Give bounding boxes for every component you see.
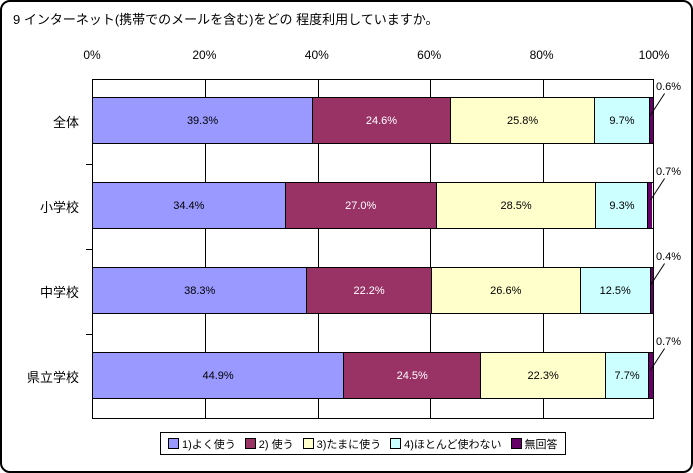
stacked-bar: 39.3% 24.6% 25.8% 9.7%	[92, 97, 654, 144]
legend-label: 無回答	[524, 438, 558, 451]
stacked-bar: 38.3% 22.2% 26.6% 12.5%	[92, 267, 654, 314]
bar-segment-5	[649, 353, 653, 398]
segment-value-label: 22.2%	[353, 284, 385, 297]
x-axis-tick-label: 80%	[529, 48, 554, 62]
bar-segment-2: 24.5%	[344, 353, 482, 398]
stacked-bar: 44.9% 24.5% 22.3% 7.7%	[92, 352, 654, 399]
category-label: 県立学校	[26, 370, 79, 385]
segment-value-label: 24.6%	[365, 114, 398, 127]
segment-value-label: 25.8%	[506, 114, 539, 127]
legend-item: 1)よく使う	[168, 436, 236, 452]
bar-segment-1: 39.3%	[93, 98, 314, 143]
gridline	[205, 80, 207, 418]
legend-label: 3)たまに使う	[316, 438, 382, 451]
bar-segment-4: 7.7%	[606, 353, 650, 398]
bar-segment-3: 22.3%	[481, 353, 607, 398]
segment-value-label: 28.5%	[500, 199, 532, 212]
segment-value-label: 38.3%	[184, 284, 216, 297]
callout-value-label: 0.6%	[656, 81, 682, 93]
bar-segment-4: 12.5%	[580, 268, 651, 313]
gridline	[430, 80, 432, 418]
segment-value-label: 12.5%	[599, 284, 631, 297]
x-axis-tick-label: 60%	[417, 48, 442, 62]
x-axis-tick-label: 20%	[192, 48, 217, 62]
legend-swatch-icon	[244, 438, 256, 449]
legend-swatch-icon	[168, 438, 179, 449]
category-label: 小学校	[39, 200, 79, 215]
gridline	[317, 80, 319, 418]
segment-value-label: 26.6%	[490, 284, 522, 297]
callout-value-label: 0.7%	[656, 166, 682, 178]
y-axis-tick	[86, 334, 92, 335]
callout-value-label: 0.4%	[656, 251, 682, 263]
x-axis-tick-label: 40%	[304, 48, 329, 62]
bar-segment-5	[648, 183, 653, 228]
bar-segment-1: 38.3%	[93, 268, 308, 313]
legend-swatch-icon	[390, 438, 402, 449]
category-label: 全体	[52, 115, 79, 130]
stacked-bar: 34.4% 27.0% 28.5% 9.3%	[92, 182, 654, 229]
gridline	[542, 80, 544, 418]
legend-swatch-icon	[510, 438, 522, 449]
segment-value-label: 39.3%	[186, 114, 219, 127]
y-axis-tick	[86, 249, 92, 250]
x-axis-tick-label: 0%	[83, 48, 101, 62]
bar-segment-2: 24.6%	[313, 98, 451, 143]
chart-title: 9 インターネット(携帯でのメールを含む)をどの 程度利用していますか。	[13, 12, 439, 27]
segment-value-label: 44.9%	[202, 369, 234, 382]
bar-segment-2: 22.2%	[307, 268, 432, 313]
bar-segment-1: 34.4%	[93, 183, 286, 228]
legend: 1)よく使う 2) 使う 3)たまに使う 4)ほとんど使わない 無回答	[160, 432, 566, 455]
bar-segment-3: 28.5%	[436, 183, 597, 228]
segment-value-label: 22.3%	[527, 369, 559, 382]
category-label: 中学校	[39, 285, 79, 300]
bar-segment-5	[650, 268, 653, 313]
x-axis-tick-label: 100%	[638, 48, 670, 62]
bar-segment-4: 9.3%	[596, 183, 649, 228]
bar-segment-4: 9.7%	[595, 98, 650, 143]
bar-segment-1: 44.9%	[93, 353, 345, 398]
legend-label: 2) 使う	[258, 438, 294, 451]
segment-value-label: 34.4%	[173, 199, 205, 212]
legend-label: 4)ほとんど使わない	[404, 438, 502, 451]
legend-item: 2) 使う	[244, 436, 294, 452]
bar-segment-5	[649, 98, 653, 143]
segment-value-label: 7.7%	[614, 369, 640, 382]
legend-item: 4)ほとんど使わない	[390, 436, 502, 452]
segment-value-label: 9.7%	[609, 114, 635, 127]
bar-segment-3: 25.8%	[450, 98, 596, 143]
y-axis-tick	[86, 164, 92, 165]
legend-item: 3)たまに使う	[302, 436, 382, 452]
segment-value-label: 9.3%	[609, 199, 635, 212]
bar-segment-3: 26.6%	[431, 268, 581, 313]
legend-swatch-icon	[302, 438, 314, 449]
callout-value-label: 0.7%	[656, 336, 682, 348]
segment-value-label: 27.0%	[345, 199, 377, 212]
bar-segment-2: 27.0%	[285, 183, 437, 228]
segment-value-label: 24.5%	[396, 369, 428, 382]
legend-label: 1)よく使う	[182, 438, 236, 451]
legend-item: 無回答	[510, 436, 558, 452]
